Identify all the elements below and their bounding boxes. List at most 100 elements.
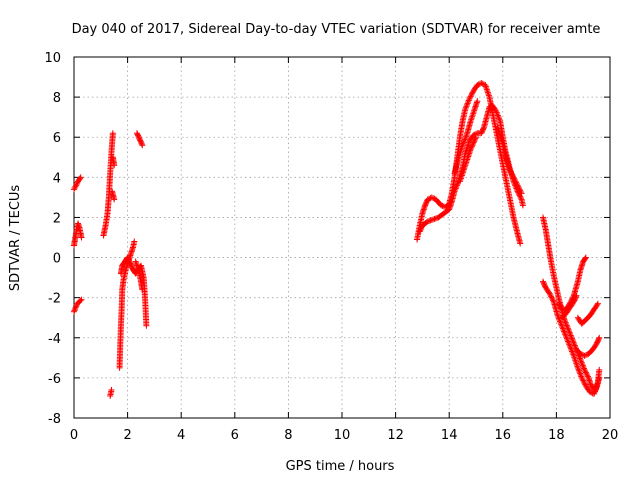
data-point	[512, 178, 519, 185]
data-point	[430, 216, 437, 223]
data-point	[581, 352, 588, 359]
y-tick-label: 6	[53, 131, 61, 146]
data-point	[465, 98, 472, 105]
data-point	[567, 344, 574, 351]
data-point	[473, 134, 479, 141]
data-point	[467, 146, 474, 153]
data-point	[432, 215, 439, 222]
data-point	[439, 202, 446, 209]
data-point	[468, 90, 475, 97]
data-point	[558, 321, 565, 328]
data-point	[108, 386, 115, 393]
data-point	[578, 358, 585, 365]
data-point	[478, 80, 485, 87]
y-tick-label: -8	[48, 412, 61, 427]
data-point	[595, 335, 602, 342]
data-point	[484, 89, 491, 96]
data-point	[77, 174, 84, 181]
data-point	[510, 174, 517, 181]
data-point	[583, 370, 590, 377]
data-point	[577, 372, 584, 379]
x-axis-label: GPS time / hours	[286, 459, 395, 474]
data-point	[582, 381, 589, 388]
data-point	[72, 183, 79, 190]
data-point	[131, 238, 138, 245]
data-point	[111, 162, 118, 169]
data-point	[471, 136, 478, 143]
data-point	[545, 289, 552, 296]
data-point	[565, 339, 572, 346]
data-point	[581, 366, 588, 373]
data-point	[593, 386, 600, 393]
data-point	[582, 254, 589, 261]
data-point	[560, 327, 567, 334]
data-point	[480, 125, 487, 132]
data-point	[576, 369, 583, 376]
data-point	[424, 218, 431, 225]
data-point	[465, 97, 472, 104]
data-point	[427, 217, 434, 224]
data-point	[578, 359, 585, 366]
data-point	[579, 376, 586, 383]
data-point	[509, 172, 516, 179]
data-point	[78, 234, 85, 241]
data-point	[577, 370, 584, 377]
data-point	[581, 380, 588, 387]
data-point	[471, 107, 478, 114]
data-point	[576, 355, 583, 362]
data-point	[468, 116, 475, 123]
data-point	[466, 96, 473, 103]
data-point	[470, 139, 477, 146]
data-point	[574, 364, 581, 371]
data-point	[509, 171, 516, 178]
y-tick-labels: -8 -6 -4 -2 0 2 4 6 8 10	[44, 51, 61, 427]
x-tick-label: 2	[123, 428, 131, 443]
data-point	[471, 138, 478, 145]
data-point	[71, 185, 78, 192]
data-point	[517, 193, 524, 200]
data-point	[596, 366, 603, 373]
x-tick-label: 0	[70, 428, 78, 443]
data-point	[474, 98, 481, 105]
data-point	[493, 108, 500, 115]
data-point	[518, 190, 525, 197]
data-point	[71, 308, 77, 315]
data-point	[563, 334, 570, 341]
data-point	[584, 372, 591, 379]
data-point	[511, 177, 518, 184]
data-point	[575, 367, 582, 374]
data-point	[469, 142, 476, 149]
data-point	[550, 297, 557, 304]
data-point	[559, 325, 566, 332]
y-tick-label: 2	[53, 211, 61, 226]
data-point	[570, 351, 577, 358]
data-point	[516, 186, 523, 193]
data-point	[73, 181, 80, 188]
data-point	[453, 184, 460, 191]
data-point	[469, 113, 476, 120]
data-point	[517, 187, 524, 194]
y-tick-label: -2	[48, 292, 61, 307]
data-point	[468, 92, 475, 99]
data-point	[582, 368, 589, 375]
data-point	[559, 324, 566, 331]
x-tick-label: 10	[334, 428, 351, 443]
data-point	[557, 318, 564, 325]
data-point	[77, 297, 84, 304]
data-point	[474, 82, 481, 89]
data-point	[460, 140, 467, 147]
x-tick-label: 20	[602, 428, 619, 443]
data-point	[468, 144, 475, 151]
data-points	[71, 80, 603, 399]
data-point	[580, 364, 587, 371]
y-tick-label: 10	[44, 51, 61, 66]
data-point	[479, 80, 486, 87]
data-point	[582, 352, 589, 359]
data-point	[71, 186, 77, 193]
x-tick-label: 18	[548, 428, 565, 443]
data-point	[138, 141, 145, 148]
data-point	[517, 189, 524, 196]
data-point	[515, 183, 522, 190]
data-point	[513, 179, 520, 186]
data-point	[548, 293, 555, 300]
